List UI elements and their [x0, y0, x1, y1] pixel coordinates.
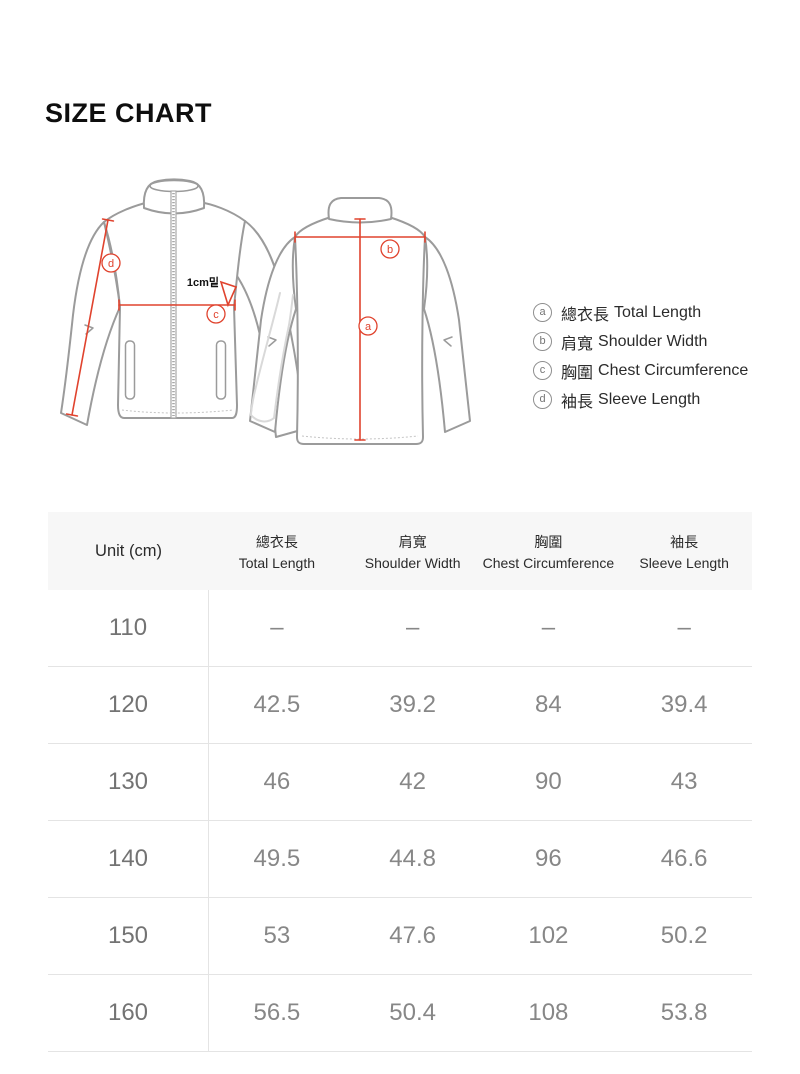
annotation-1cm-label: 1cm밑	[187, 276, 219, 289]
legend-item-sleeve-length: d 袖長 Sleeve Length	[533, 385, 748, 414]
header-zh: 胸圍	[534, 533, 563, 550]
measure-line-d	[71, 219, 109, 416]
back-elbow-mark-left	[267, 336, 277, 347]
header-total-length: 總衣長 Total Length	[209, 532, 345, 571]
legend-label-en: Chest Circumference	[598, 361, 749, 379]
cell-value: 56.5	[253, 999, 301, 1026]
legend-item-shoulder-width: b 肩寬 Shoulder Width	[533, 327, 748, 356]
header-en: Shoulder Width	[364, 554, 461, 571]
cell-value: 90	[535, 768, 562, 795]
header-shoulder-width: 肩寬 Shoulder Width	[345, 532, 481, 571]
legend-label-en: Total Length	[614, 303, 702, 321]
cell-size: 160	[48, 975, 209, 1051]
back-hem-stitch	[301, 435, 419, 440]
back-right-sleeve	[423, 236, 471, 433]
legend-badge-c: c	[533, 361, 552, 380]
legend-item-chest-circumference: c 胸圍 Chest Circumference	[533, 356, 748, 385]
legend-badge-d: d	[533, 390, 552, 409]
front-pocket-right	[215, 340, 227, 400]
cell-value: 96	[535, 845, 562, 872]
garment-measurement-diagram: 1cm밑 d c b a	[60, 178, 471, 445]
cell-value: 39.4	[660, 691, 708, 718]
cell-value: 50.4	[389, 999, 436, 1026]
legend-label-zh: 胸圍	[561, 364, 594, 382]
table-row: 110 – – – –	[48, 590, 752, 667]
legend-label-zh: 袖長	[561, 393, 594, 411]
front-pocket-left	[124, 340, 136, 400]
page-title: SIZE CHART	[45, 98, 212, 128]
cell-value: 53.8	[660, 999, 708, 1026]
cell-value: 50.2	[660, 922, 708, 949]
cell-value: 47.6	[389, 922, 436, 949]
table-row: 140 49.5 44.8 96 46.6	[48, 821, 752, 898]
cell-value: 42.5	[253, 691, 301, 718]
badge-d: d	[108, 258, 114, 270]
legend-label-zh: 肩寬	[561, 335, 594, 353]
header-en: Total Length	[238, 554, 316, 571]
table-row: 150 53 47.6 102 50.2	[48, 898, 752, 975]
cell-size: 110	[48, 590, 209, 666]
table-row: 130 46 42 90 43	[48, 744, 752, 821]
header-zh: 肩寬	[398, 533, 427, 550]
legend-label-zh: 總衣長	[561, 306, 610, 324]
cell-size: 120	[48, 667, 209, 743]
badge-a: a	[365, 321, 372, 333]
cell-value: 102	[528, 922, 569, 949]
cell-value: –	[405, 614, 420, 641]
measurement-legend: a 總衣長 Total Length b 肩寬 Shoulder Width c…	[533, 298, 748, 414]
legend-label-en: Sleeve Length	[598, 390, 701, 408]
legend-item-total-length: a 總衣長 Total Length	[533, 298, 748, 327]
header-en: Chest Circumference	[482, 554, 615, 571]
back-left-sleeve	[249, 236, 297, 433]
cell-size: 130	[48, 744, 209, 820]
hidden-front-sleeve-lines	[250, 292, 294, 423]
cell-value: 43	[670, 768, 698, 795]
cell-value: 46.6	[660, 845, 708, 872]
cell-value: 49.5	[253, 845, 301, 872]
cell-value: 53	[263, 922, 291, 949]
back-collar	[327, 197, 393, 224]
cell-value: 84	[535, 691, 562, 718]
measure-badges: d c b a	[101, 239, 400, 336]
header-en: Sleeve Length	[639, 554, 729, 571]
measurement-lines	[65, 218, 426, 441]
table-row: 120 42.5 39.2 84 39.4	[48, 667, 752, 744]
header-chest-circumference: 胸圍 Chest Circumference	[481, 532, 617, 571]
size-table-header: Unit (cm) 總衣長 Total Length 肩寬 Shoulder W…	[48, 512, 752, 590]
cell-value: –	[677, 614, 691, 641]
front-hem-stitch	[121, 409, 234, 414]
cell-value: –	[541, 614, 556, 641]
header-zh: 總衣長	[255, 533, 298, 550]
badge-c: c	[213, 309, 219, 321]
front-left-sleeve	[60, 221, 121, 426]
annotation-pointer	[219, 280, 238, 308]
cell-size: 140	[48, 821, 209, 897]
header-sleeve-length: 袖長 Sleeve Length	[616, 532, 752, 571]
badge-b: b	[387, 244, 393, 256]
back-elbow-mark-right	[443, 336, 453, 347]
table-row: 160 56.5 50.4 108 53.8	[48, 975, 752, 1052]
size-table: Unit (cm) 總衣長 Total Length 肩寬 Shoulder W…	[48, 512, 752, 1052]
cell-value: 46	[263, 768, 291, 795]
legend-badge-b: b	[533, 332, 552, 351]
cell-value: 42	[399, 768, 426, 795]
cell-size: 150	[48, 898, 209, 974]
front-neck-opening	[149, 179, 199, 193]
legend-label-en: Shoulder Width	[598, 332, 708, 350]
cell-value: 108	[528, 999, 569, 1026]
legend-badge-a: a	[533, 303, 552, 322]
header-unit: Unit (cm)	[95, 541, 162, 560]
cell-value: –	[270, 614, 284, 641]
cell-value: 44.8	[389, 845, 436, 872]
cell-value: 39.2	[389, 691, 436, 718]
header-zh: 袖長	[670, 533, 699, 550]
